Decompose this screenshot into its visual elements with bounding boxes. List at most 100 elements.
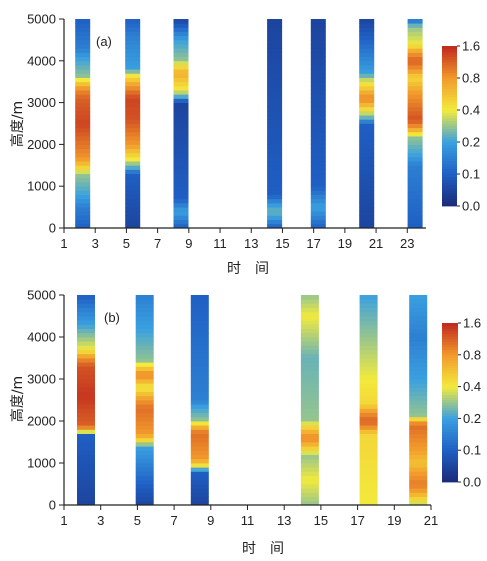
profile-cell <box>407 131 423 137</box>
profile-cell <box>173 131 189 137</box>
profile-cell <box>267 31 283 37</box>
profile-cell <box>135 408 154 413</box>
profile-cell <box>310 123 326 129</box>
profile-column <box>310 19 326 229</box>
profile-cell <box>359 311 378 317</box>
profile-cell <box>135 366 154 371</box>
colorbar-tick-label: 1.6 <box>462 39 480 54</box>
profile-cell <box>300 395 319 401</box>
colorbar-segment <box>442 150 457 154</box>
profile-cell <box>310 44 326 49</box>
profile-cell <box>190 442 209 447</box>
profile-cell <box>359 64 375 70</box>
profile-cell <box>125 44 141 49</box>
profile-cell <box>77 433 95 439</box>
profile-cell <box>135 316 154 321</box>
profile-cell <box>77 370 95 376</box>
profile-cell <box>359 316 378 321</box>
colorbar-segment <box>442 431 458 435</box>
profile-cell <box>310 202 326 208</box>
profile-cell <box>310 173 326 179</box>
profile-cell <box>300 320 319 325</box>
profile-cell <box>409 404 428 409</box>
profile-cell <box>359 374 378 380</box>
profile-cell <box>267 52 283 58</box>
profile-cell <box>173 19 189 24</box>
x-tick-label: 13 <box>244 236 258 251</box>
profile-cell <box>75 211 91 216</box>
colorbar-segment <box>442 155 457 159</box>
profile-cell <box>300 400 319 405</box>
panel-a-label: (a) <box>96 34 112 49</box>
profile-cell <box>190 446 209 451</box>
profile-cell <box>359 177 375 183</box>
profile-cell <box>190 408 209 413</box>
profile-cell <box>300 450 319 455</box>
profile-cell <box>135 458 154 464</box>
profile-cell <box>409 366 428 371</box>
profile-cell <box>267 64 283 70</box>
profile-cell <box>267 106 283 112</box>
profile-cell <box>135 328 154 334</box>
profile-cell <box>77 362 95 367</box>
profile-cell <box>300 391 319 397</box>
profile-cell <box>300 500 319 506</box>
profile-cell <box>75 56 91 62</box>
profile-cell <box>409 316 428 321</box>
colorbar-segment <box>442 479 458 483</box>
colorbar-segment <box>442 123 457 127</box>
profile-cell <box>359 148 375 154</box>
profile-cell <box>359 31 375 37</box>
profile-cell <box>409 324 428 329</box>
profile-cell <box>190 488 209 493</box>
x-tick-label: 7 <box>170 513 177 528</box>
profile-cell <box>359 437 378 443</box>
profile-cell <box>75 19 91 24</box>
profile-cell <box>173 223 189 229</box>
profile-cell <box>359 215 375 221</box>
colorbar-segment <box>442 174 457 178</box>
profile-cell <box>359 219 375 225</box>
colorbar-segment <box>442 460 458 464</box>
colorbar-segment <box>442 383 458 387</box>
profile-cell <box>359 140 375 145</box>
profile-cell <box>125 152 141 158</box>
profile-cell <box>77 324 95 329</box>
profile-cell <box>173 148 189 154</box>
panel-b-label: (b) <box>104 310 120 325</box>
profile-cell <box>267 207 283 212</box>
profile-cell <box>75 161 91 166</box>
colorbar-segment <box>442 160 457 164</box>
profile-cell <box>190 437 209 443</box>
profile-cell <box>125 161 141 166</box>
profile-cell <box>300 416 319 422</box>
profile-cell <box>135 416 154 422</box>
profile-cell <box>135 345 154 350</box>
profile-cell <box>310 98 326 103</box>
profile-cell <box>407 115 423 120</box>
profile-column <box>173 19 189 229</box>
x-tick-label: 15 <box>275 236 289 251</box>
profile-cell <box>310 35 326 41</box>
profile-cell <box>190 412 209 418</box>
profile-cell <box>359 358 378 363</box>
profile-cell <box>135 437 154 443</box>
profile-cell <box>407 165 423 170</box>
profile-cell <box>75 85 91 91</box>
profile-cell <box>359 169 375 175</box>
profile-cell <box>300 408 319 413</box>
profile-cell <box>125 119 141 124</box>
profile-cell <box>359 353 378 359</box>
profile-cell <box>310 77 326 83</box>
profile-cell <box>407 140 423 145</box>
profile-cell <box>300 379 319 384</box>
profile-cell <box>359 156 375 162</box>
profile-cell <box>77 471 95 476</box>
profile-cell <box>310 81 326 87</box>
profile-cell <box>77 303 95 308</box>
profile-cell <box>190 316 209 321</box>
x-tick-label: 9 <box>185 236 192 251</box>
profile-cell <box>359 349 378 355</box>
colorbar-segment <box>442 341 458 345</box>
